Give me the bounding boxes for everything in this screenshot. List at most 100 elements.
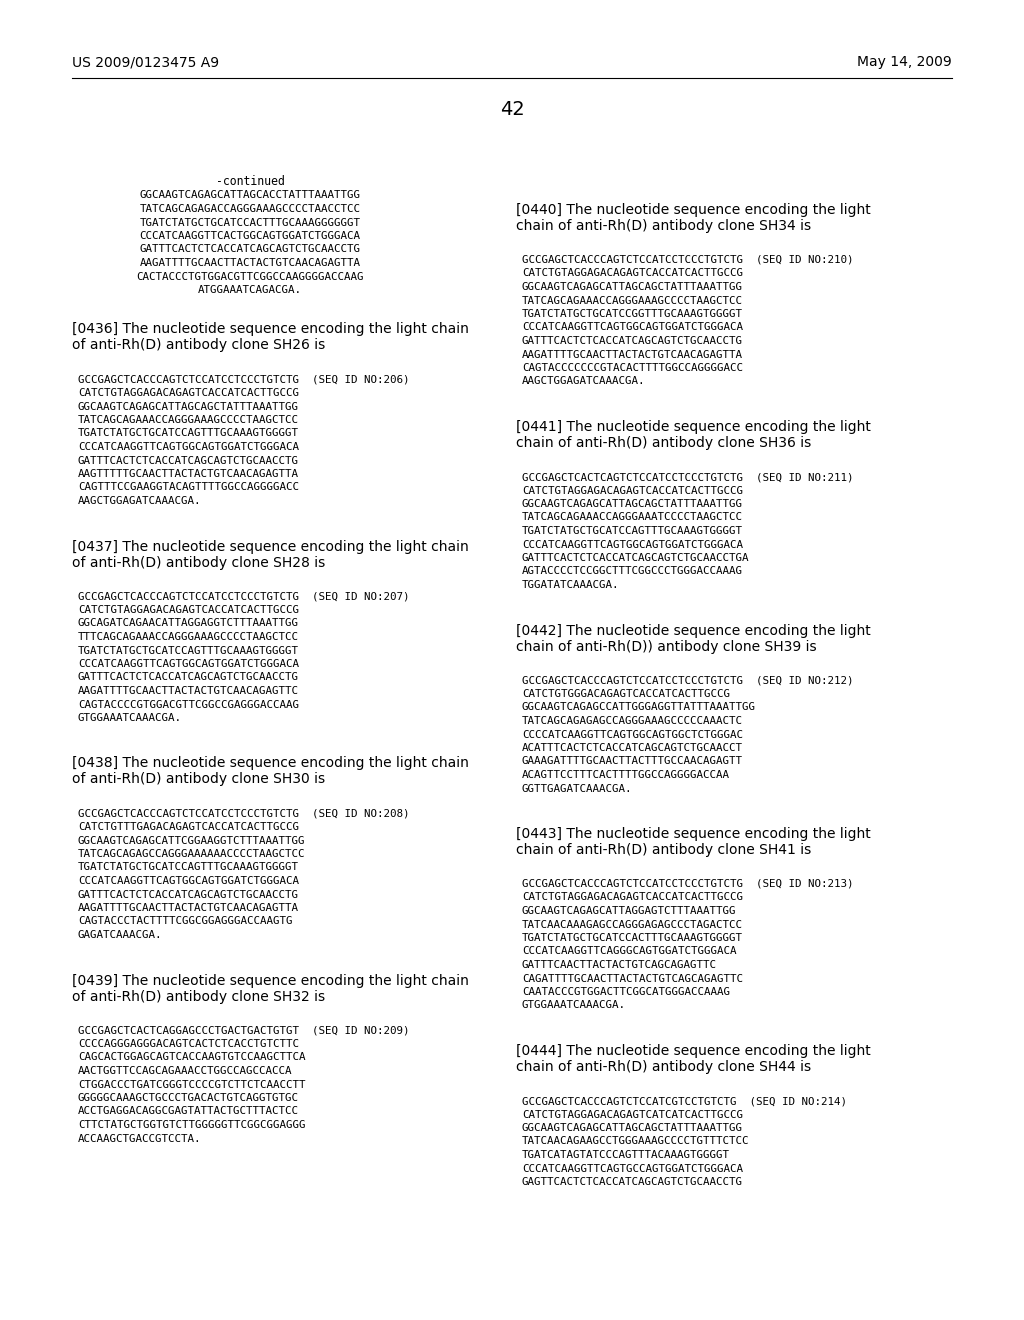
Text: GAGATCAAACGA.: GAGATCAAACGA. <box>78 931 163 940</box>
Text: TGATCTATGCTGCATCCACTTTGCAAAGTGGGGT: TGATCTATGCTGCATCCACTTTGCAAAGTGGGGT <box>522 933 743 942</box>
Text: TATCAGCAGAAACCAGGGAAAGCCCCTAAGCTCC: TATCAGCAGAAACCAGGGAAAGCCCCTAAGCTCC <box>522 296 743 305</box>
Text: GGCAAGTCAGAGCCATTGGGAGGTTATTTAAATTGG: GGCAAGTCAGAGCCATTGGGAGGTTATTTAAATTGG <box>522 702 756 713</box>
Text: GGCAAGTCAGAGCATTAGCAGCTATTTAAATTGG: GGCAAGTCAGAGCATTAGCAGCTATTTAAATTGG <box>522 282 743 292</box>
Text: GGCAAGTCAGAGCATTAGCAGCTATTTAAATTGG: GGCAAGTCAGAGCATTAGCAGCTATTTAAATTGG <box>78 401 299 412</box>
Text: GGCAAGTCAGAGCATTCGGAAGGTCTTTAAATTGG: GGCAAGTCAGAGCATTCGGAAGGTCTTTAAATTGG <box>78 836 305 846</box>
Text: TATCAGCAGAGAGCCAGGGAAAGCCCCCAAACTC: TATCAGCAGAGAGCCAGGGAAAGCCCCCAAACTC <box>522 715 743 726</box>
Text: chain of anti-Rh(D) antibody clone SH44 is: chain of anti-Rh(D) antibody clone SH44 … <box>516 1060 811 1074</box>
Text: GGCAAGTCAGAGCATTAGCACCTATTTAAATTGG: GGCAAGTCAGAGCATTAGCACCTATTTAAATTGG <box>139 190 360 201</box>
Text: CATCTGTAGGAGACAGAGTCACCATCACTTGCCG: CATCTGTAGGAGACAGAGTCACCATCACTTGCCG <box>522 486 743 495</box>
Text: TGATCATAGTATCCCAGTTTACAAAGTGGGGT: TGATCATAGTATCCCAGTTTACAAAGTGGGGT <box>522 1150 730 1160</box>
Text: GCCGAGCTCACCCAGTCTCCATCCTCCCTGTCTG  (SEQ ID NO:212): GCCGAGCTCACCCAGTCTCCATCCTCCCTGTCTG (SEQ … <box>522 676 853 685</box>
Text: [0439] The nucleotide sequence encoding the light chain: [0439] The nucleotide sequence encoding … <box>72 974 469 987</box>
Text: AAGATTTTGCAACTTACTACTGTCAACAGAGTTC: AAGATTTTGCAACTTACTACTGTCAACAGAGTTC <box>78 686 299 696</box>
Text: ACAGTTCCTTTCACTTTTGGCCAGGGGACCAA: ACAGTTCCTTTCACTTTTGGCCAGGGGACCAA <box>522 770 730 780</box>
Text: GTGGAAATCAAACGA.: GTGGAAATCAAACGA. <box>522 1001 626 1011</box>
Text: CATCTGTAGGAGACAGAGTCACCATCACTTGCCG: CATCTGTAGGAGACAGAGTCACCATCACTTGCCG <box>522 268 743 279</box>
Text: GGTTGAGATCAAACGA.: GGTTGAGATCAAACGA. <box>522 784 633 793</box>
Text: CATCTGTAGGAGACAGAGTCATCATCACTTGCCG: CATCTGTAGGAGACAGAGTCATCATCACTTGCCG <box>522 1110 743 1119</box>
Text: CAATACCCGTGGACTTCGGCATGGGACCAAAG: CAATACCCGTGGACTTCGGCATGGGACCAAAG <box>522 987 730 997</box>
Text: GGCAAGTCAGAGCATTAGCAGCTATTTAAATTGG: GGCAAGTCAGAGCATTAGCAGCTATTTAAATTGG <box>522 1123 743 1133</box>
Text: of anti-Rh(D) antibody clone SH30 is: of anti-Rh(D) antibody clone SH30 is <box>72 772 326 787</box>
Text: CAGTACCCCCCCGTACACTTTTGGCCAGGGGACC: CAGTACCCCCCCGTACACTTTTGGCCAGGGGACC <box>522 363 743 374</box>
Text: [0438] The nucleotide sequence encoding the light chain: [0438] The nucleotide sequence encoding … <box>72 756 469 771</box>
Text: GCCGAGCTCACTCAGGAGCCCTGACTGACTGTGT  (SEQ ID NO:209): GCCGAGCTCACTCAGGAGCCCTGACTGACTGTGT (SEQ … <box>78 1026 410 1035</box>
Text: CAGTACCCCGTGGACGTTCGGCCGAGGGACCAAG: CAGTACCCCGTGGACGTTCGGCCGAGGGACCAAG <box>78 700 299 710</box>
Text: GCCGAGCTCACCCAGTCTCCATCGTCCTGTCTG  (SEQ ID NO:214): GCCGAGCTCACCCAGTCTCCATCGTCCTGTCTG (SEQ I… <box>522 1096 847 1106</box>
Text: CAGTACCCTACTTTTCGGCGGAGGGACCAAGTG: CAGTACCCTACTTTTCGGCGGAGGGACCAAGTG <box>78 916 293 927</box>
Text: AAGATTTTGCAACTTACTACTGTCAACAGAGTTA: AAGATTTTGCAACTTACTACTGTCAACAGAGTTA <box>78 903 299 913</box>
Text: CCCATCAAGGTTCAGTGGCAGTGGATCTGGGACA: CCCATCAAGGTTCAGTGGCAGTGGATCTGGGACA <box>78 659 299 669</box>
Text: [0441] The nucleotide sequence encoding the light: [0441] The nucleotide sequence encoding … <box>516 420 870 434</box>
Text: CATCTGTTTGAGACAGAGTCACCATCACTTGCCG: CATCTGTTTGAGACAGAGTCACCATCACTTGCCG <box>78 822 299 832</box>
Text: ATGGAAATCAGACGA.: ATGGAAATCAGACGA. <box>198 285 302 294</box>
Text: GCCGAGCTCACCCAGTCTCCATCCTCCCTGTCTG  (SEQ ID NO:206): GCCGAGCTCACCCAGTCTCCATCCTCCCTGTCTG (SEQ … <box>78 375 410 384</box>
Text: ACCTGAGGACAGGCGAGTATTACTGCTTTACTCC: ACCTGAGGACAGGCGAGTATTACTGCTTTACTCC <box>78 1106 299 1117</box>
Text: [0436] The nucleotide sequence encoding the light chain: [0436] The nucleotide sequence encoding … <box>72 322 469 337</box>
Text: US 2009/0123475 A9: US 2009/0123475 A9 <box>72 55 219 69</box>
Text: [0444] The nucleotide sequence encoding the light: [0444] The nucleotide sequence encoding … <box>516 1044 870 1059</box>
Text: CAGATTTTGCAACTTACTACTGTCAGCAGAGTTC: CAGATTTTGCAACTTACTACTGTCAGCAGAGTTC <box>522 974 743 983</box>
Text: CATCTGTAGGAGACAGAGTCACCATCACTTGCCG: CATCTGTAGGAGACAGAGTCACCATCACTTGCCG <box>522 892 743 903</box>
Text: of anti-Rh(D) antibody clone SH26 is: of anti-Rh(D) antibody clone SH26 is <box>72 338 326 352</box>
Text: [0440] The nucleotide sequence encoding the light: [0440] The nucleotide sequence encoding … <box>516 203 870 216</box>
Text: TGATCTATGCTGCATCCAGTTTGCAAAGTGGGGT: TGATCTATGCTGCATCCAGTTTGCAAAGTGGGGT <box>78 862 299 873</box>
Text: ACATTTCACTCTCACCATCAGCAGTCTGCAACCT: ACATTTCACTCTCACCATCAGCAGTCTGCAACCT <box>522 743 743 752</box>
Text: TGGATATCAAACGA.: TGGATATCAAACGA. <box>522 579 620 590</box>
Text: CCCCAGGGAGGGACAGTCACTCTCACCTGTCTTC: CCCCAGGGAGGGACAGTCACTCTCACCTGTCTTC <box>78 1039 299 1049</box>
Text: GGCAAGTCAGAGCATTAGGAGTCTTTAAATTGG: GGCAAGTCAGAGCATTAGGAGTCTTTAAATTGG <box>522 906 736 916</box>
Text: CCCATCAAGGTTCAGTGGCAGTGGATCTGGGACA: CCCATCAAGGTTCAGTGGCAGTGGATCTGGGACA <box>522 322 743 333</box>
Text: GCCGAGCTCACTCAGTCTCCATCCTCCCTGTCTG  (SEQ ID NO:211): GCCGAGCTCACTCAGTCTCCATCCTCCCTGTCTG (SEQ … <box>522 473 853 482</box>
Text: GGCAAGTCAGAGCATTAGCAGCTATTTAAATTGG: GGCAAGTCAGAGCATTAGCAGCTATTTAAATTGG <box>522 499 743 510</box>
Text: GATTTCACTCTCACCATCAGCAGTCTGCAACCTG: GATTTCACTCTCACCATCAGCAGTCTGCAACCTG <box>522 337 743 346</box>
Text: CCCATCAAGGTTCAGTGGCAGTGGATCTGGGACA: CCCATCAAGGTTCAGTGGCAGTGGATCTGGGACA <box>522 540 743 549</box>
Text: TGATCTATGCTGCATCCGGTTTGCAAAGTGGGGT: TGATCTATGCTGCATCCGGTTTGCAAAGTGGGGT <box>522 309 743 319</box>
Text: of anti-Rh(D) antibody clone SH28 is: of anti-Rh(D) antibody clone SH28 is <box>72 556 326 569</box>
Text: GCCGAGCTCACCCAGTCTCCATCCTCCCTGTCTG  (SEQ ID NO:207): GCCGAGCTCACCCAGTCTCCATCCTCCCTGTCTG (SEQ … <box>78 591 410 602</box>
Text: CATCTGTAGGAGACAGAGTCACCATCACTTGCCG: CATCTGTAGGAGACAGAGTCACCATCACTTGCCG <box>78 388 299 399</box>
Text: GATTTCACTCTCACCATCAGCAGTCTGCAACCTG: GATTTCACTCTCACCATCAGCAGTCTGCAACCTG <box>78 672 299 682</box>
Text: CCCATCAAGGTTCAGTGGCAGTGGATCTGGGACA: CCCATCAAGGTTCAGTGGCAGTGGATCTGGGACA <box>78 876 299 886</box>
Text: GATTTCACTCTCACCATCAGCAGTCTGCAACCTG: GATTTCACTCTCACCATCAGCAGTCTGCAACCTG <box>78 890 299 899</box>
Text: GATTTCACTCTCACCATCAGCAGTCTGCAACCTG: GATTTCACTCTCACCATCAGCAGTCTGCAACCTG <box>78 455 299 466</box>
Text: TATCAGCAGAAACCAGGGAAAGCCCCTAAGCTCC: TATCAGCAGAAACCAGGGAAAGCCCCTAAGCTCC <box>78 414 299 425</box>
Text: GCCGAGCTCACCCAGTCTCCATCCTCCCTGTCTG  (SEQ ID NO:213): GCCGAGCTCACCCAGTCTCCATCCTCCCTGTCTG (SEQ … <box>522 879 853 888</box>
Text: AGTACCCCTCCGGCTTTCGGCCCTGGGACCAAAG: AGTACCCCTCCGGCTTTCGGCCCTGGGACCAAAG <box>522 566 743 577</box>
Text: AAGCTGGAGATCAAACGA.: AAGCTGGAGATCAAACGA. <box>78 496 202 506</box>
Text: GCCGAGCTCACCCAGTCTCCATCCTCCCTGTCTG  (SEQ ID NO:210): GCCGAGCTCACCCAGTCTCCATCCTCCCTGTCTG (SEQ … <box>522 255 853 265</box>
Text: of anti-Rh(D) antibody clone SH32 is: of anti-Rh(D) antibody clone SH32 is <box>72 990 326 1003</box>
Text: GAAAGATTTTGCAACTTACTTTGCCAACAGAGTT: GAAAGATTTTGCAACTTACTTTGCCAACAGAGTT <box>522 756 743 767</box>
Text: May 14, 2009: May 14, 2009 <box>857 55 952 69</box>
Text: GCCGAGCTCACCCAGTCTCCATCCTCCCTGTCTG  (SEQ ID NO:208): GCCGAGCTCACCCAGTCTCCATCCTCCCTGTCTG (SEQ … <box>78 808 410 818</box>
Text: CAGCACTGGAGCAGTCACCAAGTGTCCAAGCTTCA: CAGCACTGGAGCAGTCACCAAGTGTCCAAGCTTCA <box>78 1052 305 1063</box>
Text: TGATCTATGCTGCATCCAGTTTGCAAAGTGGGGT: TGATCTATGCTGCATCCAGTTTGCAAAGTGGGGT <box>78 429 299 438</box>
Text: CCCATCAAGGTTCACTGGCAGTGGATCTGGGACA: CCCATCAAGGTTCACTGGCAGTGGATCTGGGACA <box>139 231 360 242</box>
Text: TATCAGCAGAAACCAGGGAAATCCCCTAAGCTCC: TATCAGCAGAAACCAGGGAAATCCCCTAAGCTCC <box>522 512 743 523</box>
Text: TATCAACAGAAGCCTGGGAAAGCCCCTGTTTCTCC: TATCAACAGAAGCCTGGGAAAGCCCCTGTTTCTCC <box>522 1137 750 1147</box>
Text: CCCCATCAAGGTTCAGTGGCAGTGGCTCTGGGAC: CCCCATCAAGGTTCAGTGGCAGTGGCTCTGGGAC <box>522 730 743 739</box>
Text: TATCAGCAGAGCCAGGGAAAAAACCCCTAAGCTCC: TATCAGCAGAGCCAGGGAAAAAACCCCTAAGCTCC <box>78 849 305 859</box>
Text: GGCAGATCAGAACATTAGGAGGTCTTTAAATTGG: GGCAGATCAGAACATTAGGAGGTCTTTAAATTGG <box>78 619 299 628</box>
Text: chain of anti-Rh(D)) antibody clone SH39 is: chain of anti-Rh(D)) antibody clone SH39… <box>516 639 816 653</box>
Text: CAGTTTCCGAAGGTACAGTTTTGGCCAGGGGACC: CAGTTTCCGAAGGTACAGTTTTGGCCAGGGGACC <box>78 483 299 492</box>
Text: 42: 42 <box>500 100 524 119</box>
Text: GGGGGCAAAGCTGCCCTGACACTGTCAGGTGTGC: GGGGGCAAAGCTGCCCTGACACTGTCAGGTGTGC <box>78 1093 299 1104</box>
Text: GATTTCACTCTCACCATCAGCAGTCTGCAACCTG: GATTTCACTCTCACCATCAGCAGTCTGCAACCTG <box>139 244 360 255</box>
Text: CCCATCAAGGTTCAGGGCAGTGGATCTGGGACA: CCCATCAAGGTTCAGGGCAGTGGATCTGGGACA <box>522 946 736 957</box>
Text: CTTCTATGCTGGTGTCTTGGGGGTTCGGCGGAGGG: CTTCTATGCTGGTGTCTTGGGGGTTCGGCGGAGGG <box>78 1119 305 1130</box>
Text: GATTTCAACTTACTACTGTCAGCAGAGTTC: GATTTCAACTTACTACTGTCAGCAGAGTTC <box>522 960 717 970</box>
Text: CATCTGTAGGAGACAGAGTCACCATCACTTGCCG: CATCTGTAGGAGACAGAGTCACCATCACTTGCCG <box>78 605 299 615</box>
Text: GATTTCACTCTCACCATCAGCAGTCTGCAACCTGA: GATTTCACTCTCACCATCAGCAGTCTGCAACCTGA <box>522 553 750 564</box>
Text: GTGGAAATCAAACGA.: GTGGAAATCAAACGA. <box>78 713 182 723</box>
Text: AAGTTTTTGCAACTTACTACTGTCAACAGAGTTA: AAGTTTTTGCAACTTACTACTGTCAACAGAGTTA <box>78 469 299 479</box>
Text: chain of anti-Rh(D) antibody clone SH41 is: chain of anti-Rh(D) antibody clone SH41 … <box>516 843 811 857</box>
Text: TGATCTATGCTGCATCCAGTTTGCAAAGTGGGGT: TGATCTATGCTGCATCCAGTTTGCAAAGTGGGGT <box>78 645 299 656</box>
Text: TATCAACAAAGAGCCAGGGAGAGCCCTAGACTCC: TATCAACAAAGAGCCAGGGAGAGCCCTAGACTCC <box>522 920 743 929</box>
Text: [0443] The nucleotide sequence encoding the light: [0443] The nucleotide sequence encoding … <box>516 828 870 841</box>
Text: AACTGGTTCCAGCAGAAACCTGGCCAGCCACCA: AACTGGTTCCAGCAGAAACCTGGCCAGCCACCA <box>78 1067 293 1076</box>
Text: TGATCTATGCTGCATCCAGTTTGCAAAGTGGGGT: TGATCTATGCTGCATCCAGTTTGCAAAGTGGGGT <box>522 525 743 536</box>
Text: -continued: -continued <box>216 176 285 187</box>
Text: TTTCAGCAGAAACCAGGGAAAGCCCCTAAGCTCC: TTTCAGCAGAAACCAGGGAAAGCCCCTAAGCTCC <box>78 632 299 642</box>
Text: chain of anti-Rh(D) antibody clone SH36 is: chain of anti-Rh(D) antibody clone SH36 … <box>516 436 811 450</box>
Text: CACTACCCTGTGGACGTTCGGCCAAGGGGACCAAG: CACTACCCTGTGGACGTTCGGCCAAGGGGACCAAG <box>136 272 364 281</box>
